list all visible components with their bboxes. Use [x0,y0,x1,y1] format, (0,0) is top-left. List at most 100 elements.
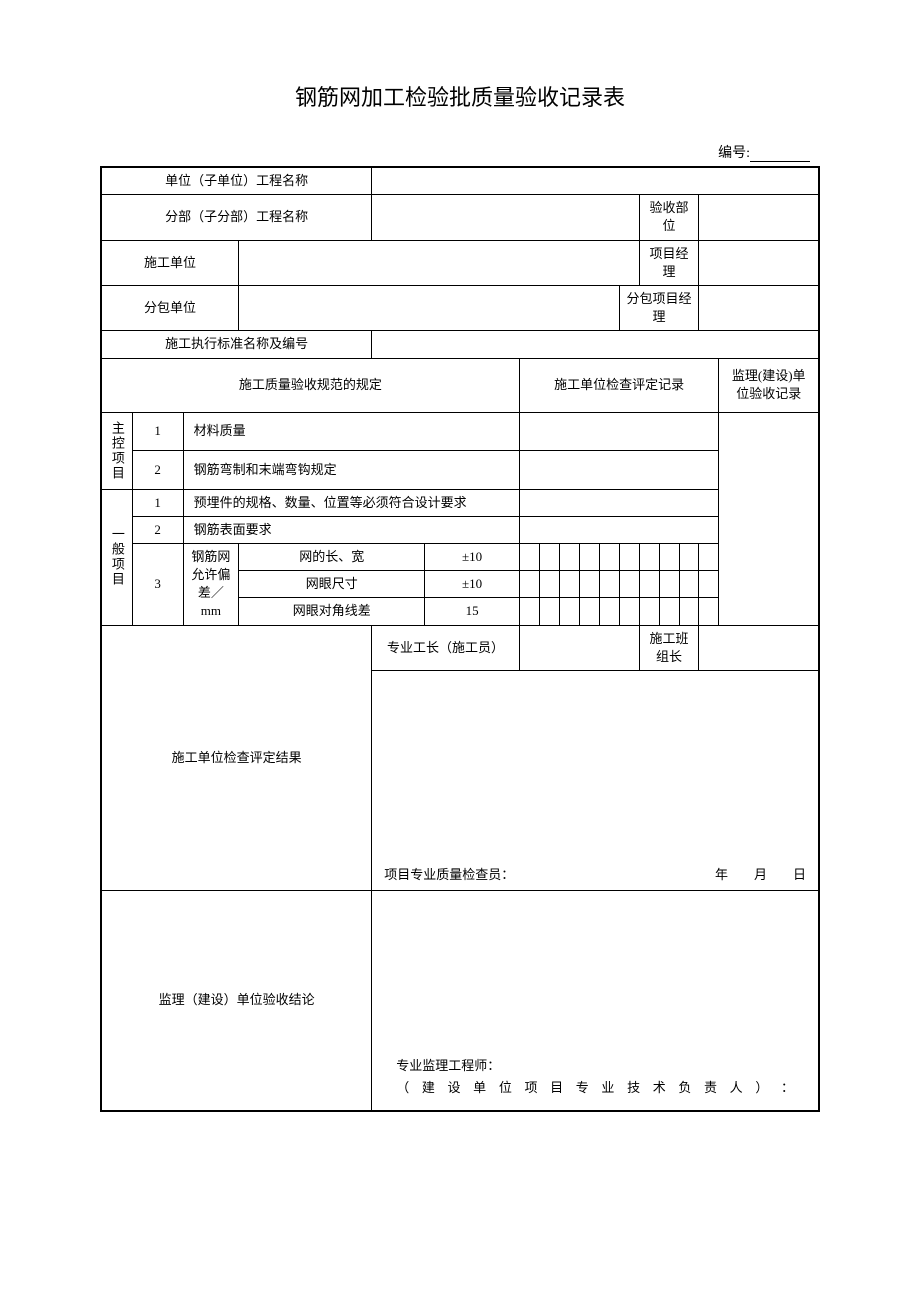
gen-3c-c5[interactable] [599,598,619,625]
gen-3c-c8[interactable] [659,598,679,625]
gen-3c-val: 15 [425,598,519,625]
gen-3b-c6[interactable] [619,571,639,598]
row-foreman: 施工单位检查评定结果 专业工长（施工员） 施工班组长 [101,625,819,670]
row-standard: 施工执行标准名称及编号 [101,331,819,358]
gen-3b-label: 网眼尺寸 [239,571,425,598]
value-construction-unit[interactable] [239,240,640,285]
row-sub-project-name: 分部（子分部）工程名称 验收部位 [101,195,819,240]
row-construction-unit: 施工单位 项目经理 [101,240,819,285]
ref-label: 编号: [718,146,750,161]
hdr-check-record: 施工单位检查评定记录 [519,358,719,412]
label-supervision-conclusion: 监理（建设）单位验收结论 [101,891,372,1111]
value-standard[interactable] [372,331,819,358]
date-suffix-1: 年 月 日 [715,866,806,884]
row-gen-3a: 3 钢筋网允许偏差／mm 网的长、宽 ±10 [101,543,819,570]
row-gen-1: 一般项目 1 预埋件的规格、数量、位置等必须符合设计要求 [101,489,819,516]
supervision-col[interactable] [719,412,819,625]
mc-1-record[interactable] [519,412,719,451]
gen-3c-c10[interactable] [699,598,719,625]
mc-1-desc: 材料质量 [183,412,519,451]
hdr-supervision-record: 监理(建设)单位验收记录 [719,358,819,412]
row-section-headers: 施工质量验收规范的规定 施工单位检查评定记录 监理(建设)单位验收记录 [101,358,819,412]
gen-3a-c7[interactable] [639,543,659,570]
gen-3c-c1[interactable] [519,598,539,625]
label-team-leader: 施工班组长 [639,625,699,670]
label-subcontractor: 分包单位 [101,285,239,330]
gen-3b-c4[interactable] [579,571,599,598]
label-unit-project: 单位（子单位）工程名称 [101,167,372,195]
gen-3c-c4[interactable] [579,598,599,625]
gen-1-record[interactable] [519,489,719,516]
gen-3b-val: ±10 [425,571,519,598]
gen-3c-label: 网眼对角线差 [239,598,425,625]
value-project-manager[interactable] [699,240,819,285]
mc-2-desc: 钢筋弯制和末端弯钩规定 [183,451,519,490]
ref-number-row: 编号: [100,142,820,162]
value-sub-project[interactable] [372,195,639,240]
label-check-result: 施工单位检查评定结果 [101,625,372,890]
gen-2-no: 2 [132,516,183,543]
label-sub-project: 分部（子分部）工程名称 [101,195,372,240]
label-acceptance-dept: 验收部位 [639,195,699,240]
label-construction-unit: 施工单位 [101,240,239,285]
gen-3a-label: 网的长、宽 [239,543,425,570]
gen-3c-c2[interactable] [539,598,559,625]
gen-3c-c9[interactable] [679,598,699,625]
check-result-body[interactable]: 项目专业质量检查员： 年 月 日 [372,671,819,891]
row-unit-name: 单位（子单位）工程名称 [101,167,819,195]
gen-3b-c8[interactable] [659,571,679,598]
gen-3a-c8[interactable] [659,543,679,570]
row-subcontractor: 分包单位 分包项目经理 [101,285,819,330]
value-team-leader[interactable] [699,625,819,670]
label-project-manager: 项目经理 [639,240,699,285]
ref-line [750,161,810,162]
gen-3b-c2[interactable] [539,571,559,598]
gen-3b-c3[interactable] [559,571,579,598]
gen-3b-c1[interactable] [519,571,539,598]
row-gen-2: 2 钢筋表面要求 [101,516,819,543]
value-sub-pm[interactable] [699,285,819,330]
hdr-spec: 施工质量验收规范的规定 [101,358,519,412]
label-general: 一般项目 [101,489,132,625]
gen-3a-c10[interactable] [699,543,719,570]
gen-3a-c6[interactable] [619,543,639,570]
gen-3a-c2[interactable] [539,543,559,570]
label-inspector: 项目专业质量检查员： [384,867,514,882]
mc-1-no: 1 [132,412,183,451]
label-main-control: 主控项目 [101,412,132,489]
main-table: 单位（子单位）工程名称 分部（子分部）工程名称 验收部位 施工单位 项目经理 分… [100,166,820,1112]
gen-3b-c10[interactable] [699,571,719,598]
gen-3b-c5[interactable] [599,571,619,598]
gen-3c-c3[interactable] [559,598,579,625]
gen-3c-c6[interactable] [619,598,639,625]
label-standard: 施工执行标准名称及编号 [101,331,372,358]
row-mc-2: 2 钢筋弯制和末端弯钩规定 [101,451,819,490]
label-supervising-engineer: 专业监理工程师： [384,1057,806,1075]
supervision-conclusion-body[interactable]: 专业监理工程师： （ 建 设 单 位 项 目 专 业 技 术 负 责 人 ） ： [372,891,819,1111]
label-sub-pm: 分包项目经理 [619,285,699,330]
gen-3-group: 钢筋网允许偏差／mm [183,543,238,625]
gen-2-desc: 钢筋表面要求 [183,516,519,543]
gen-1-no: 1 [132,489,183,516]
gen-3b-c9[interactable] [679,571,699,598]
value-unit-project[interactable] [372,167,819,195]
page-title: 钢筋网加工检验批质量验收记录表 [100,80,820,112]
label-foreman: 专业工长（施工员） [372,625,520,670]
gen-3a-c9[interactable] [679,543,699,570]
gen-3a-val: ±10 [425,543,519,570]
value-foreman[interactable] [519,625,639,670]
gen-3-no: 3 [132,543,183,625]
gen-3a-c5[interactable] [599,543,619,570]
value-subcontractor[interactable] [239,285,620,330]
gen-2-record[interactable] [519,516,719,543]
gen-3a-c1[interactable] [519,543,539,570]
gen-3a-c3[interactable] [559,543,579,570]
label-owner-tech-lead: （ 建 设 单 位 项 目 专 业 技 术 负 责 人 ） ： [384,1075,806,1101]
row-supervision-conclusion: 监理（建设）单位验收结论 专业监理工程师： （ 建 设 单 位 项 目 专 业 … [101,891,819,1111]
gen-3c-c7[interactable] [639,598,659,625]
mc-2-record[interactable] [519,451,719,490]
value-acceptance-dept[interactable] [699,195,819,240]
row-mc-1: 主控项目 1 材料质量 [101,412,819,451]
gen-3a-c4[interactable] [579,543,599,570]
gen-3b-c7[interactable] [639,571,659,598]
